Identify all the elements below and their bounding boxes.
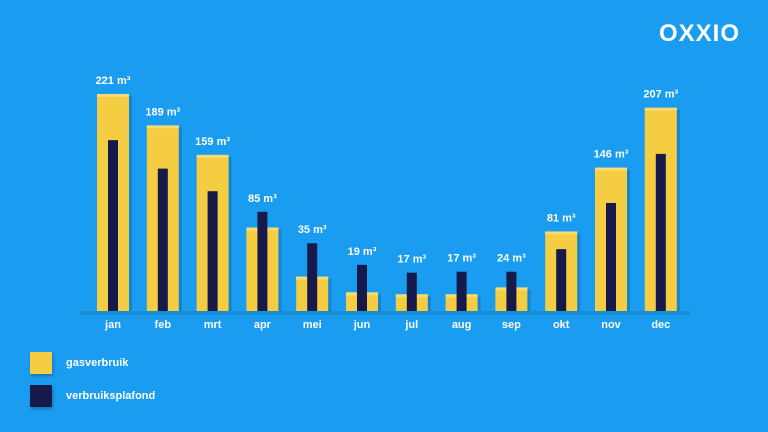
bar-top-jan [97,94,129,97]
category-label-mei: mei [303,319,322,331]
value-label-mei: 35 m³ [298,224,327,236]
bar-verbruiksplafond-feb [157,168,168,311]
bar-verbruiksplafond-nov [606,202,616,311]
value-label-apr: 85 m³ [248,193,277,205]
legend-swatch-gasverbruik [30,352,52,374]
bar-top-dec [644,107,677,111]
category-label-okt: okt [553,319,570,331]
value-label-nov: 146 m³ [594,149,629,161]
bar-verbruiksplafond-jan [108,140,118,311]
category-label-dec: dec [651,319,670,331]
bar-top-nov [595,167,627,171]
bar-verbruiksplafond-mrt [207,191,218,311]
legend-label-verbruiksplafond: verbruiksplafond [66,390,156,402]
category-label-apr: apr [254,319,272,331]
category-label-aug: aug [452,319,472,331]
bar-verbruiksplafond-apr [257,211,268,311]
bar-verbruiksplafond-okt [556,249,567,311]
bar-verbruiksplafond-jul [406,272,417,311]
category-label-jan: jan [104,319,121,331]
bar-verbruiksplafond-dec [655,153,666,311]
ground-shadow [80,311,690,315]
bar-top-okt [545,231,578,235]
bar-verbruiksplafond-jun [357,264,367,311]
value-label-mrt: 159 m³ [195,136,230,148]
bar-verbruiksplafond-mei [307,243,318,311]
value-label-jan: 221 m³ [96,75,131,87]
value-label-feb: 189 m³ [145,106,180,118]
bar-verbruiksplafond-aug [456,271,467,311]
value-label-sep: 24 m³ [497,253,526,265]
value-label-aug: 17 m³ [447,253,476,265]
category-label-mrt: mrt [204,319,222,331]
category-label-jul: jul [404,319,418,331]
value-label-jun: 19 m³ [348,246,377,258]
category-label-jun: jun [353,319,371,331]
value-label-jul: 17 m³ [397,254,426,266]
legend-item-gasverbruik: gasverbruik [30,352,128,374]
bar-top-mrt [196,154,229,158]
category-label-feb: feb [155,319,172,331]
legend-swatch-verbruiksplafond [30,385,52,407]
legend-item-verbruiksplafond: verbruiksplafond [30,385,155,407]
bar-top-feb [146,125,179,129]
category-label-sep: sep [502,319,521,331]
brand-logo: OXXIO [658,20,740,47]
bar-verbruiksplafond-sep [506,271,517,311]
category-label-nov: nov [601,319,621,331]
value-label-okt: 81 m³ [547,212,576,224]
legend-label-gasverbruik: gasverbruik [66,357,129,369]
value-label-dec: 207 m³ [643,89,678,101]
